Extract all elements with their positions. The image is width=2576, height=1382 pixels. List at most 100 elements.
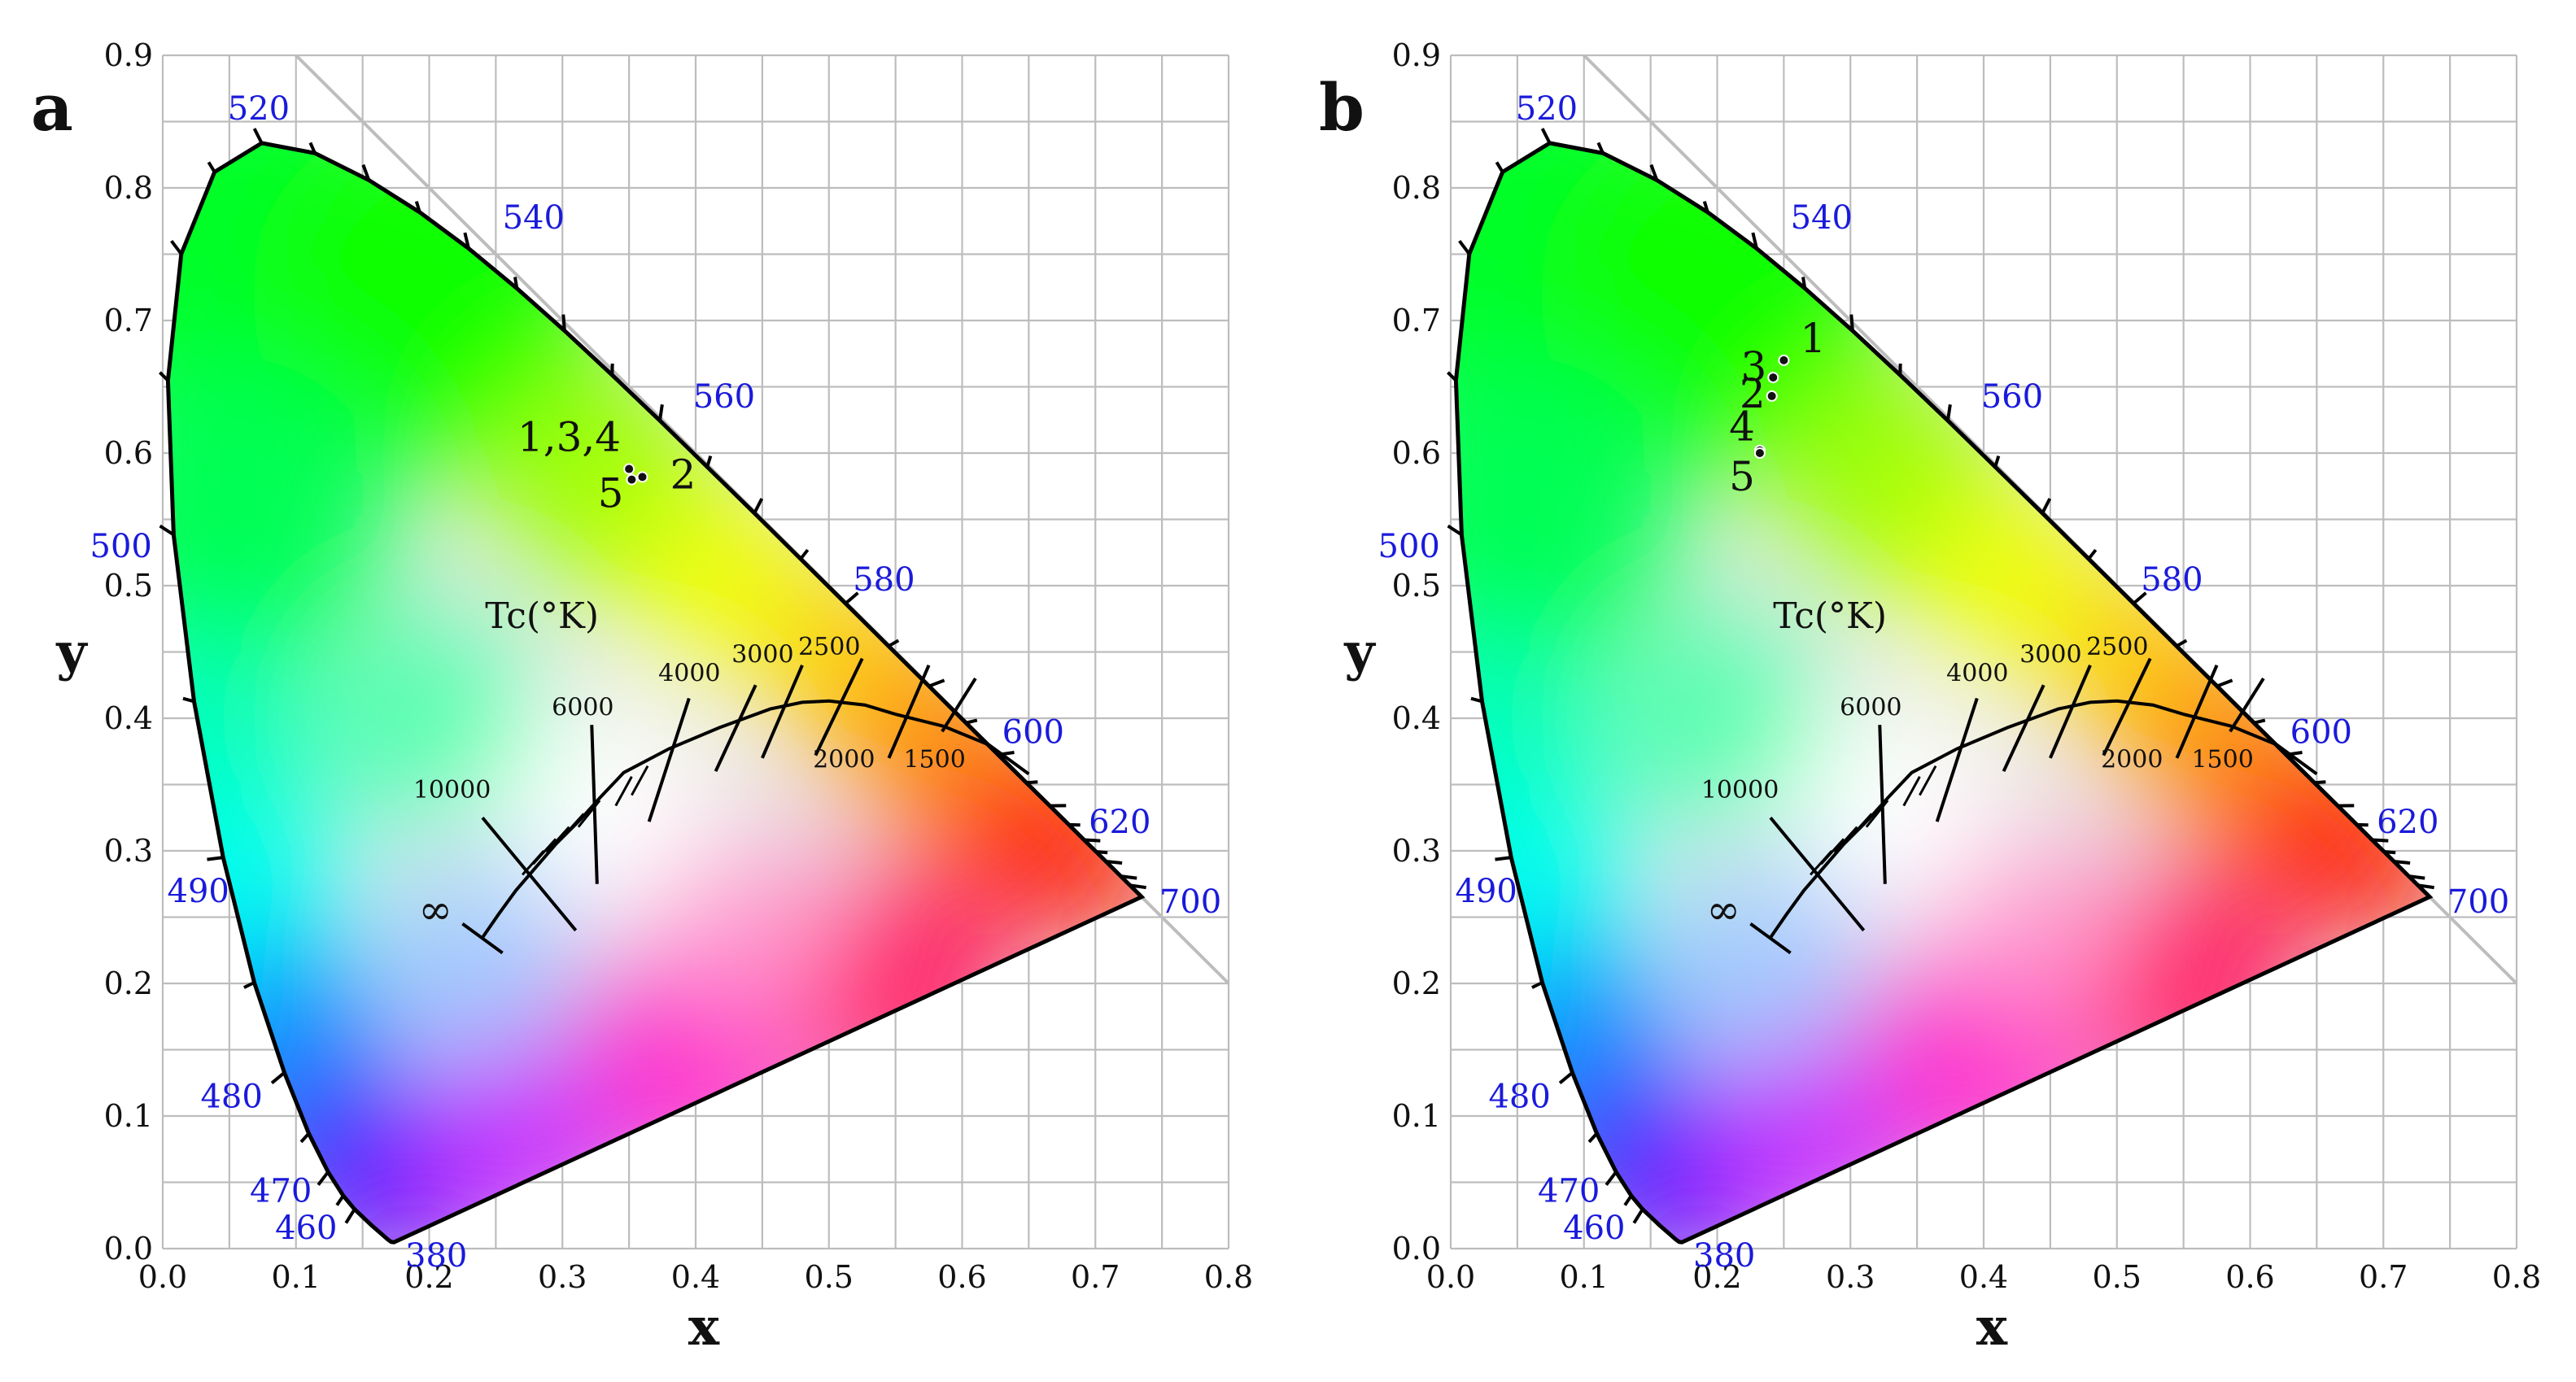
cct-label: 10000 <box>1701 776 1779 804</box>
planckian-locus <box>1768 699 2318 939</box>
y-tick-label: 0.2 <box>1392 966 1441 1001</box>
wavelength-tick <box>799 548 810 560</box>
data-point <box>636 471 648 483</box>
wavelength-tick <box>270 1071 286 1084</box>
wavelength-tick <box>1605 1171 1618 1186</box>
wavelength-label: 540 <box>1791 199 1853 237</box>
cct-label: 2500 <box>798 633 860 661</box>
wavelength-tick <box>1702 201 1709 213</box>
y-tick-label: 0.4 <box>104 700 153 736</box>
isotemperature-line <box>2229 678 2265 733</box>
wavelength-tick <box>1458 240 1471 255</box>
isotemperature-minor-tick <box>1846 813 1873 841</box>
isotemperature-minor-tick <box>1902 775 1921 807</box>
cct-title: Tc(°K) <box>1773 595 1887 637</box>
isotemperature-line <box>647 697 691 822</box>
isotemperature-minor-tick <box>1865 800 1889 828</box>
wavelength-tick <box>2314 780 2326 785</box>
wavelength-label: 460 <box>275 1210 337 1247</box>
isotemperature-minor-tick <box>614 775 633 807</box>
isotemperature-line <box>887 665 931 759</box>
data-point <box>626 473 638 486</box>
wavelength-tick <box>2393 860 2411 865</box>
wavelength-tick <box>1540 128 1552 144</box>
y-tick-label: 0.8 <box>104 170 153 206</box>
planckian-locus <box>480 699 1030 939</box>
y-tick-label: 0.9 <box>1392 37 1441 73</box>
data-point <box>1778 354 1790 366</box>
y-axis-title: y <box>1343 622 1376 683</box>
spectral-locus <box>165 141 1146 1245</box>
isotemperature-line <box>714 684 758 773</box>
isotemperature-minor-tick <box>1833 826 1858 853</box>
data-point-label: 2 <box>670 451 696 498</box>
wavelength-label: 700 <box>1159 883 1221 921</box>
data-point-label: 3 <box>1740 343 1766 390</box>
panel-letter: a <box>31 69 73 146</box>
x-tick-label: 0.6 <box>937 1259 986 1295</box>
isotemperature-minor-tick <box>532 838 557 865</box>
wavelength-label: 620 <box>1089 804 1150 841</box>
isotemperature-line <box>481 816 578 932</box>
planckian-infinity-cap <box>461 922 504 955</box>
cie-chart: 0.0 0.1 0.2 0.3 0.4 0.5 0.6 0.7 0.8 0.0 0.1 0.2 0.3 0… <box>1319 37 2541 1358</box>
y-tick-label: 0.6 <box>104 435 153 471</box>
cct-label: 4000 <box>658 659 720 687</box>
wavelength-tick <box>335 1194 345 1206</box>
spectral-locus <box>1453 141 2434 1245</box>
isotemperature-line <box>2175 665 2219 759</box>
wavelength-label: 380 <box>1693 1237 1755 1275</box>
wavelength-tick <box>1120 874 1137 880</box>
wavelength-tick <box>2408 874 2425 880</box>
isotemperature-line <box>2049 665 2092 759</box>
y-tick-label: 0.0 <box>104 1231 153 1266</box>
cct-label: 1500 <box>2191 745 2253 774</box>
isotemperature-line <box>941 678 977 733</box>
data-point-label: 1,3,4 <box>517 414 621 461</box>
wavelength-tick <box>928 678 945 688</box>
data-point <box>1766 390 1778 402</box>
wavelength-tick <box>1495 856 1512 861</box>
isotemperature-line <box>2002 684 2046 773</box>
isotemperature-line <box>590 725 599 884</box>
cct-label: 6000 <box>1840 694 1901 722</box>
wavelength-tick <box>2041 498 2052 514</box>
x-tick-label: 0.0 <box>138 1259 187 1295</box>
wavelength-label: 520 <box>1516 90 1578 128</box>
wavelength-tick <box>170 240 183 255</box>
wavelength-tick <box>1751 232 1758 249</box>
isotemperature-minor-tick <box>631 765 649 796</box>
y-tick-label: 0.5 <box>1392 568 1441 604</box>
y-tick-label: 0.1 <box>104 1098 153 1134</box>
cct-label: 3000 <box>2019 641 2081 669</box>
wavelength-label: 560 <box>1981 378 2043 416</box>
data-point <box>1753 447 1766 459</box>
wavelength-tick <box>252 128 264 144</box>
wavelength-tick <box>844 591 859 605</box>
x-tick-label: 0.8 <box>1204 1259 1253 1295</box>
chart-panel-a: 0.0 0.1 0.2 0.3 0.4 0.5 0.6 0.7 0.8 0.0 0.1 0.2 0.3 0… <box>31 37 1253 1358</box>
panel-letter: b <box>1319 69 1364 146</box>
wavelength-tick <box>888 639 900 648</box>
wavelength-tick <box>182 696 195 704</box>
x-tick-label: 0.2 <box>404 1259 453 1295</box>
x-tick-label: 0.6 <box>2225 1259 2274 1295</box>
wavelength-tick <box>1649 163 1659 181</box>
wavelength-tick <box>2176 639 2188 648</box>
y-tick-label: 0.3 <box>1392 833 1441 869</box>
wavelength-tick <box>1558 1071 1574 1084</box>
wavelength-label: 470 <box>1538 1172 1600 1210</box>
isotemperature-minor-tick <box>558 813 585 841</box>
wavelength-label: 500 <box>90 528 152 565</box>
x-tick-label: 0.7 <box>2359 1259 2408 1295</box>
x-axis-title: x <box>1976 1297 2008 1358</box>
wavelength-label: 600 <box>2290 713 2352 751</box>
wavelength-label: 560 <box>693 378 755 416</box>
x-tick-label: 0.1 <box>272 1259 321 1295</box>
cct-label: 2500 <box>2086 633 2148 661</box>
x-tick-label: 0.0 <box>1426 1259 1475 1295</box>
cct-label: 3000 <box>731 641 793 669</box>
wavelength-label: 520 <box>228 90 290 128</box>
cct-label: 6000 <box>552 694 613 722</box>
cct-label: 2000 <box>813 745 875 774</box>
